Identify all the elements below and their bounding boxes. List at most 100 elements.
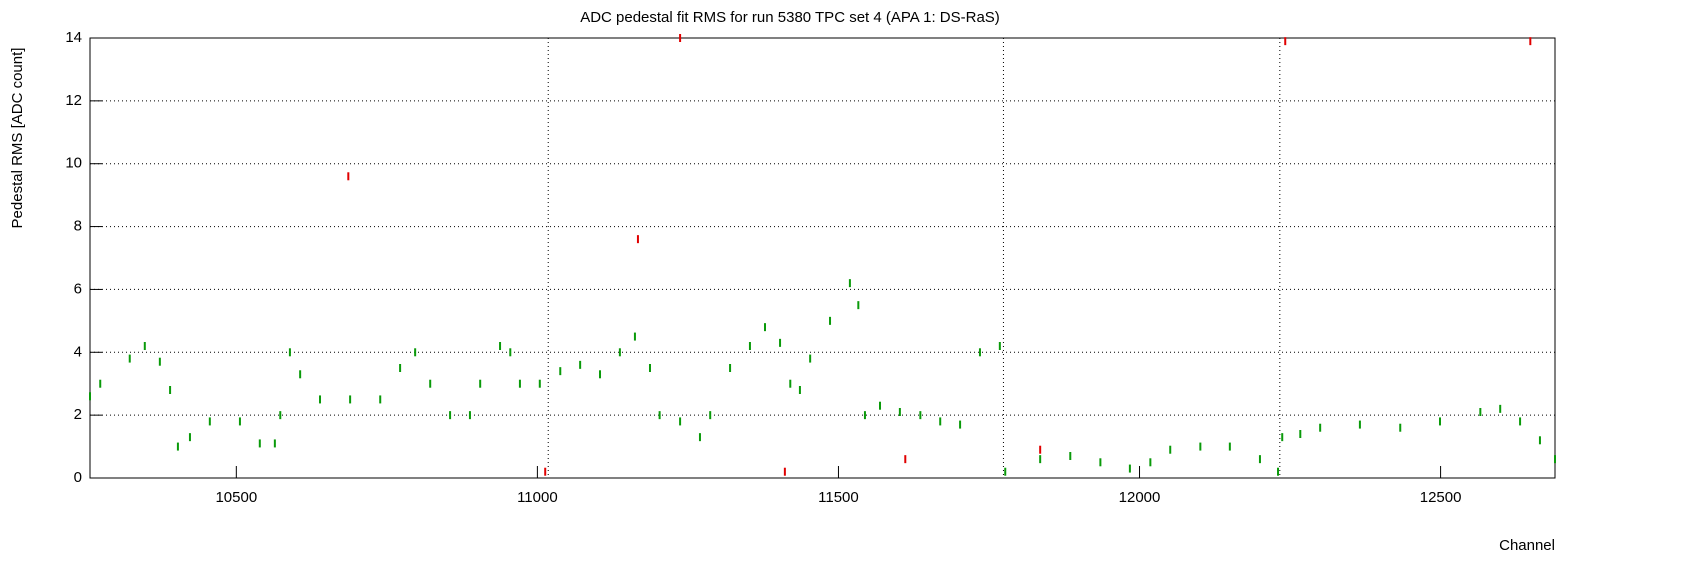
data-point <box>1358 420 1361 429</box>
data-point <box>1281 433 1284 442</box>
data-point <box>1039 455 1042 464</box>
data-point <box>349 395 352 404</box>
data-point <box>919 411 922 420</box>
data-point <box>879 401 882 410</box>
y-tick-label: 12 <box>65 92 82 109</box>
data-point <box>709 411 712 420</box>
data-point <box>1399 423 1402 432</box>
data-point <box>143 342 146 350</box>
data-point <box>188 433 191 442</box>
data-point <box>238 417 241 426</box>
data-point <box>319 395 322 404</box>
y-axis-label: Pedestal RMS [ADC count] <box>9 48 26 229</box>
data-point <box>99 379 102 388</box>
data-point <box>279 411 282 420</box>
x-tick-label: 12500 <box>1420 489 1462 506</box>
data-point <box>538 379 541 388</box>
x-tick-label: 11000 <box>517 489 558 506</box>
y-tick-label: 2 <box>74 406 82 423</box>
data-point <box>258 439 261 448</box>
y-tick-label: 14 <box>65 29 82 46</box>
data-point <box>1128 464 1131 473</box>
x-tick-label: 11500 <box>818 489 859 506</box>
data-point <box>347 172 350 181</box>
data-point <box>208 417 211 426</box>
data-point <box>414 348 417 357</box>
data-point <box>1277 467 1280 476</box>
y-tick-label: 8 <box>74 218 82 235</box>
data-point <box>273 439 276 448</box>
data-point <box>1479 408 1482 416</box>
data-point <box>863 411 866 420</box>
y-tick-label: 0 <box>74 469 82 486</box>
data-point <box>479 379 482 388</box>
data-point <box>379 395 382 404</box>
data-point <box>829 316 832 325</box>
chart-title: ADC pedestal fit RMS for run 5380 TPC se… <box>580 9 1000 26</box>
data-point <box>299 370 302 379</box>
data-point <box>1069 452 1072 460</box>
data-point <box>158 357 161 366</box>
data-point <box>618 348 621 357</box>
data-point <box>559 367 562 376</box>
data-point <box>1284 37 1287 46</box>
x-axis-label: Channel <box>1499 537 1555 554</box>
data-point <box>1004 467 1007 476</box>
data-point <box>789 379 792 388</box>
data-point <box>898 408 901 416</box>
data-point <box>1228 442 1231 451</box>
data-point <box>1438 417 1441 426</box>
data-point <box>679 417 682 426</box>
data-point <box>904 455 907 464</box>
data-point <box>169 386 172 394</box>
data-point <box>809 354 812 363</box>
x-tick-label: 10500 <box>215 489 257 506</box>
data-point <box>679 34 682 42</box>
data-point <box>1538 436 1541 445</box>
plot-frame <box>89 37 1556 479</box>
data-point <box>1258 455 1261 464</box>
data-point <box>633 332 636 341</box>
data-point <box>978 348 981 357</box>
data-point <box>128 354 131 363</box>
data-point <box>518 379 521 388</box>
data-point <box>857 301 860 310</box>
data-point <box>1299 430 1302 438</box>
y-tick-label: 4 <box>74 343 82 360</box>
data-point <box>698 433 701 442</box>
data-point <box>763 323 766 332</box>
data-point <box>89 392 91 401</box>
data-point <box>399 364 402 372</box>
data-point <box>1519 417 1522 426</box>
data-point <box>1199 442 1202 451</box>
data-point <box>1149 458 1152 467</box>
data-point <box>959 420 962 429</box>
data-point <box>783 467 786 476</box>
data-point <box>658 411 661 420</box>
data-point <box>579 360 582 369</box>
data-point <box>939 417 942 426</box>
data-point <box>779 338 782 347</box>
data-point <box>1319 423 1322 432</box>
data-point <box>1039 445 1042 454</box>
data-point <box>288 348 291 357</box>
data-point <box>1169 445 1172 454</box>
data-point <box>748 342 751 350</box>
data-point <box>648 364 651 372</box>
data-point <box>599 370 602 379</box>
data-point <box>798 386 801 394</box>
data-point <box>1499 404 1502 413</box>
data-point <box>1554 455 1556 464</box>
data-point <box>636 235 639 244</box>
data-point <box>468 411 471 420</box>
data-point <box>176 442 179 451</box>
x-tick-label: 12000 <box>1119 489 1161 506</box>
y-tick-label: 6 <box>74 280 82 297</box>
data-point <box>998 342 1001 350</box>
data-point <box>544 467 547 476</box>
y-tick-label: 10 <box>65 155 82 172</box>
data-point <box>729 364 732 372</box>
data-point <box>429 379 432 388</box>
data-point <box>1529 37 1532 46</box>
